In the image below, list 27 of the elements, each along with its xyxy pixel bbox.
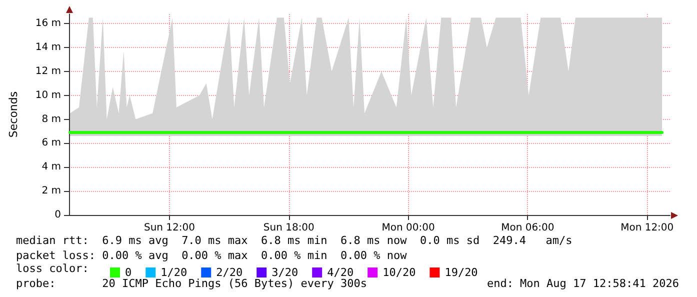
text: median rtt: 6.9 ms avg 7.0 ms max 6.8 ms min 6.8 ms now 0.0 ms sd 249.4 am/s	[16, 234, 572, 247]
legend-label: 3/20	[272, 266, 298, 279]
y-tick-label: 2 m	[42, 186, 61, 197]
legend-label: 2/20	[216, 266, 243, 279]
legend-label: 0	[125, 266, 132, 279]
x-tick-label: Mon 00:00	[382, 222, 435, 234]
text: packet loss: 0.00 % avg 0.00 % max 0.00 % min 0.00 % now	[16, 249, 408, 262]
legend-label: 1/20	[160, 266, 188, 279]
y-axis-title: Seconds	[7, 91, 20, 138]
y-tick-label: 6 m	[42, 138, 61, 149]
y-tick-label: 16 m	[35, 18, 61, 30]
legend-label: 10/20	[382, 266, 416, 279]
x-tick-label: Mon 06:00	[501, 222, 554, 234]
y-tick-label: 12 m	[35, 66, 61, 77]
x-tick-label: Mon 12:00	[620, 222, 674, 234]
y-tick-label: 4 m	[42, 162, 61, 173]
legend-label: 4/20	[327, 266, 354, 279]
x-tick-label: Sun 12:00	[144, 222, 196, 234]
text: probe: 20 ICMP Echo Pings (56 Bytes) every 300s	[16, 277, 367, 290]
y-tick-label: 0	[54, 210, 61, 220]
legend-title: loss color:	[16, 262, 89, 275]
y-tick-label: 8 m	[42, 114, 61, 125]
y-tick-label: 14 m	[35, 42, 61, 53]
y-tick-label: 10 m	[35, 90, 61, 101]
x-tick-label: Sun 18:00	[263, 222, 314, 234]
legend-label: 19/20	[444, 266, 478, 279]
text: end: Mon Aug 17 12:58:41 2026	[486, 277, 680, 290]
